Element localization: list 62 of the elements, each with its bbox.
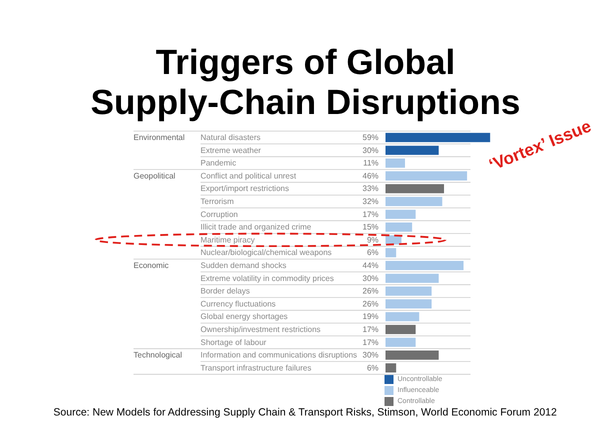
bar bbox=[386, 274, 439, 283]
y-tick-label: Nuclear/biological/chemical weapons bbox=[200, 248, 332, 258]
bar bbox=[386, 158, 406, 168]
data-label: 17% bbox=[362, 210, 379, 219]
data-label: 30% bbox=[362, 146, 379, 155]
bar bbox=[386, 132, 490, 142]
bar bbox=[386, 184, 444, 194]
source-note: Source: New Models for Addressing Supply Chain & Transport Risks, Stimson, World Economic Forum 2012 bbox=[53, 406, 557, 418]
text: Economic bbox=[134, 261, 169, 270]
y-tick-label: Transport infrastructure failures bbox=[200, 363, 312, 372]
y-tick-label: Border delays bbox=[200, 286, 250, 296]
y-tick-label: Global energy shortages bbox=[200, 312, 288, 322]
bar bbox=[386, 222, 412, 232]
data-label: 30% bbox=[362, 350, 379, 360]
data-label: 17% bbox=[362, 338, 379, 347]
y-tick-label: Export/import restrictions bbox=[200, 184, 289, 194]
data-label: 44% bbox=[362, 261, 379, 270]
y-tick-label: Pandemic bbox=[200, 158, 236, 168]
data-label: 33% bbox=[362, 184, 379, 194]
bar bbox=[386, 196, 442, 206]
data-label: 6% bbox=[366, 248, 378, 258]
y-tick-label: Sudden demand shocks bbox=[200, 261, 286, 270]
y-tick-label: Information and communications disruptions bbox=[200, 350, 358, 360]
y-tick-label: Shortage of labour bbox=[200, 338, 267, 347]
data-label: 26% bbox=[362, 299, 379, 308]
bar bbox=[386, 248, 396, 258]
y-tick-label: Illicit trade and organized crime bbox=[200, 222, 312, 232]
data-label: 17% bbox=[362, 325, 379, 334]
data-label: 9% bbox=[366, 235, 378, 244]
text: Technological bbox=[134, 350, 182, 360]
bar bbox=[386, 260, 464, 270]
y-tick-label: Conflict and political unrest bbox=[200, 171, 297, 180]
data-label: 59% bbox=[362, 133, 379, 142]
y-tick-label: Terrorism bbox=[200, 197, 234, 206]
y-tick-label: Extreme volatility in commodity prices bbox=[200, 274, 334, 283]
text: Environmental bbox=[134, 133, 185, 142]
bar bbox=[386, 312, 420, 322]
y-tick-label: Natural disasters bbox=[200, 133, 261, 142]
chart-title: Triggers of Global Supply-Chain Disruptions bbox=[90, 43, 520, 122]
bar bbox=[386, 338, 416, 347]
bar bbox=[386, 350, 439, 360]
data-label: 46% bbox=[362, 171, 379, 180]
bar bbox=[386, 299, 432, 309]
y-tick-label: Currency fluctuations bbox=[200, 299, 276, 308]
bar bbox=[386, 324, 416, 334]
data-label: 19% bbox=[362, 312, 379, 322]
data-label: 6% bbox=[366, 363, 378, 372]
bar bbox=[386, 146, 439, 155]
bar bbox=[386, 171, 468, 181]
bar bbox=[386, 210, 416, 219]
data-label: 32% bbox=[362, 197, 379, 206]
data-label: 26% bbox=[362, 286, 379, 296]
y-tick-label: Ownership/investment restrictions bbox=[200, 325, 321, 334]
data-label: 15% bbox=[362, 222, 379, 232]
data-label: 30% bbox=[362, 274, 379, 283]
y-tick-label: Corruption bbox=[200, 210, 238, 219]
y-tick-label: Maritime piracy bbox=[200, 235, 255, 244]
data-label: 11% bbox=[363, 158, 379, 168]
bar bbox=[386, 286, 432, 296]
y-tick-label: Extreme weather bbox=[200, 146, 262, 155]
text: Geopolitical bbox=[134, 171, 176, 180]
bar bbox=[386, 363, 396, 373]
